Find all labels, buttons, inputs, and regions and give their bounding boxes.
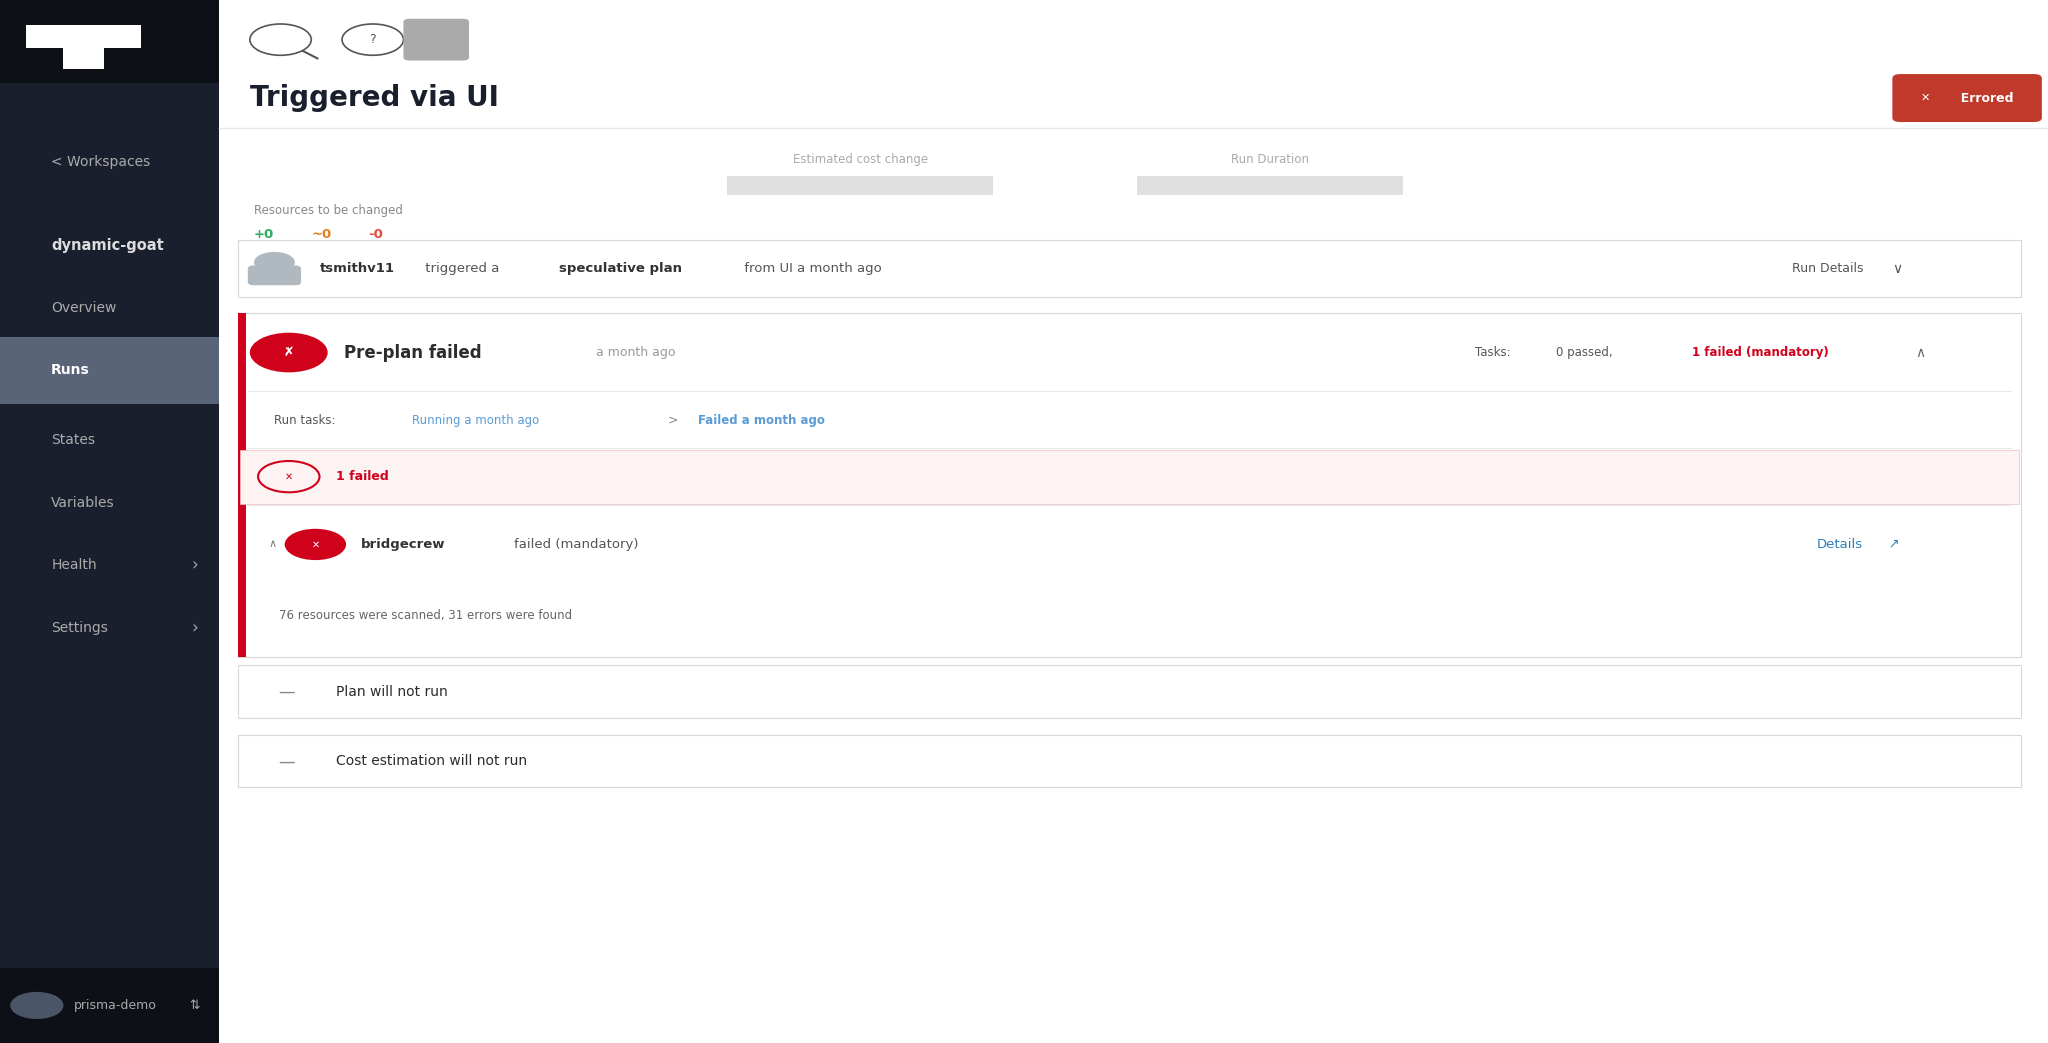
Text: ∧: ∧ xyxy=(1915,345,1925,360)
Text: Pre-plan failed: Pre-plan failed xyxy=(344,343,481,362)
Circle shape xyxy=(285,529,346,560)
Text: Variables: Variables xyxy=(51,495,115,510)
Circle shape xyxy=(10,992,63,1019)
Circle shape xyxy=(250,333,328,372)
FancyBboxPatch shape xyxy=(0,337,219,404)
Text: from UI a month ago: from UI a month ago xyxy=(739,262,881,275)
Text: failed (mandatory): failed (mandatory) xyxy=(514,538,639,551)
FancyBboxPatch shape xyxy=(0,0,219,83)
FancyBboxPatch shape xyxy=(238,313,2021,657)
Text: ›: › xyxy=(190,618,199,637)
Text: Estimated cost change: Estimated cost change xyxy=(793,153,928,166)
FancyBboxPatch shape xyxy=(0,0,219,1043)
Text: ↗: ↗ xyxy=(1888,538,1898,551)
Text: Plan will not run: Plan will not run xyxy=(336,684,449,699)
Text: Run Duration: Run Duration xyxy=(1231,153,1309,166)
Text: 1 failed (mandatory): 1 failed (mandatory) xyxy=(1692,346,1829,359)
FancyBboxPatch shape xyxy=(238,735,2021,787)
Text: tsmithv11: tsmithv11 xyxy=(319,262,395,275)
Text: 1 failed: 1 failed xyxy=(336,470,389,483)
Text: Run tasks:: Run tasks: xyxy=(274,414,336,427)
Text: Overview: Overview xyxy=(51,300,117,315)
FancyBboxPatch shape xyxy=(240,450,2019,504)
Text: ✕: ✕ xyxy=(311,539,319,550)
FancyBboxPatch shape xyxy=(27,25,141,48)
FancyBboxPatch shape xyxy=(238,313,246,657)
Text: States: States xyxy=(51,433,94,447)
Text: speculative plan: speculative plan xyxy=(559,262,682,275)
Text: Cost estimation will not run: Cost estimation will not run xyxy=(336,754,526,769)
Circle shape xyxy=(254,252,295,273)
Text: dynamic-goat: dynamic-goat xyxy=(51,238,164,252)
FancyBboxPatch shape xyxy=(248,266,301,286)
Text: Resources to be changed: Resources to be changed xyxy=(254,204,403,217)
Text: ⇅: ⇅ xyxy=(188,999,201,1012)
Text: ✕: ✕ xyxy=(285,346,293,359)
Text: ✗: ✗ xyxy=(283,346,295,359)
FancyBboxPatch shape xyxy=(403,19,469,60)
Text: ∧: ∧ xyxy=(268,539,276,550)
Text: Runs: Runs xyxy=(51,363,90,378)
FancyBboxPatch shape xyxy=(0,968,219,1043)
Text: < Workspaces: < Workspaces xyxy=(51,154,150,169)
Text: a month ago: a month ago xyxy=(596,346,676,359)
Text: triggered a: triggered a xyxy=(422,262,504,275)
Text: -0: -0 xyxy=(369,228,383,241)
Text: 0 passed,: 0 passed, xyxy=(1556,346,1614,359)
Text: —: — xyxy=(279,682,295,701)
Text: Details: Details xyxy=(1817,538,1864,551)
Text: prisma-demo: prisma-demo xyxy=(74,999,156,1012)
Text: >: > xyxy=(668,414,678,427)
Text: —: — xyxy=(279,752,295,771)
Text: +0: +0 xyxy=(254,228,274,241)
Text: ∨: ∨ xyxy=(1892,262,1903,275)
Text: ✕: ✕ xyxy=(1921,93,1931,103)
FancyBboxPatch shape xyxy=(238,665,2021,718)
Text: Health: Health xyxy=(51,558,96,573)
Text: bridgecrew: bridgecrew xyxy=(360,538,444,551)
Text: Settings: Settings xyxy=(51,621,109,635)
Text: ✕: ✕ xyxy=(285,471,293,482)
Text: Running a month ago: Running a month ago xyxy=(412,414,539,427)
Text: ›: › xyxy=(190,556,199,575)
FancyBboxPatch shape xyxy=(727,176,993,195)
Text: Errored: Errored xyxy=(1952,92,2013,104)
Text: Tasks:: Tasks: xyxy=(1475,346,1509,359)
Text: 76 resources were scanned, 31 errors were found: 76 resources were scanned, 31 errors wer… xyxy=(279,609,571,622)
Text: Run Details: Run Details xyxy=(1792,262,1864,275)
Text: ~0: ~0 xyxy=(311,228,332,241)
FancyBboxPatch shape xyxy=(238,240,2021,297)
Text: Failed a month ago: Failed a month ago xyxy=(698,414,825,427)
Text: ?: ? xyxy=(369,33,377,46)
FancyBboxPatch shape xyxy=(1137,176,1403,195)
Text: Triggered via UI: Triggered via UI xyxy=(250,84,500,112)
FancyBboxPatch shape xyxy=(1892,74,2042,122)
FancyBboxPatch shape xyxy=(63,31,104,69)
